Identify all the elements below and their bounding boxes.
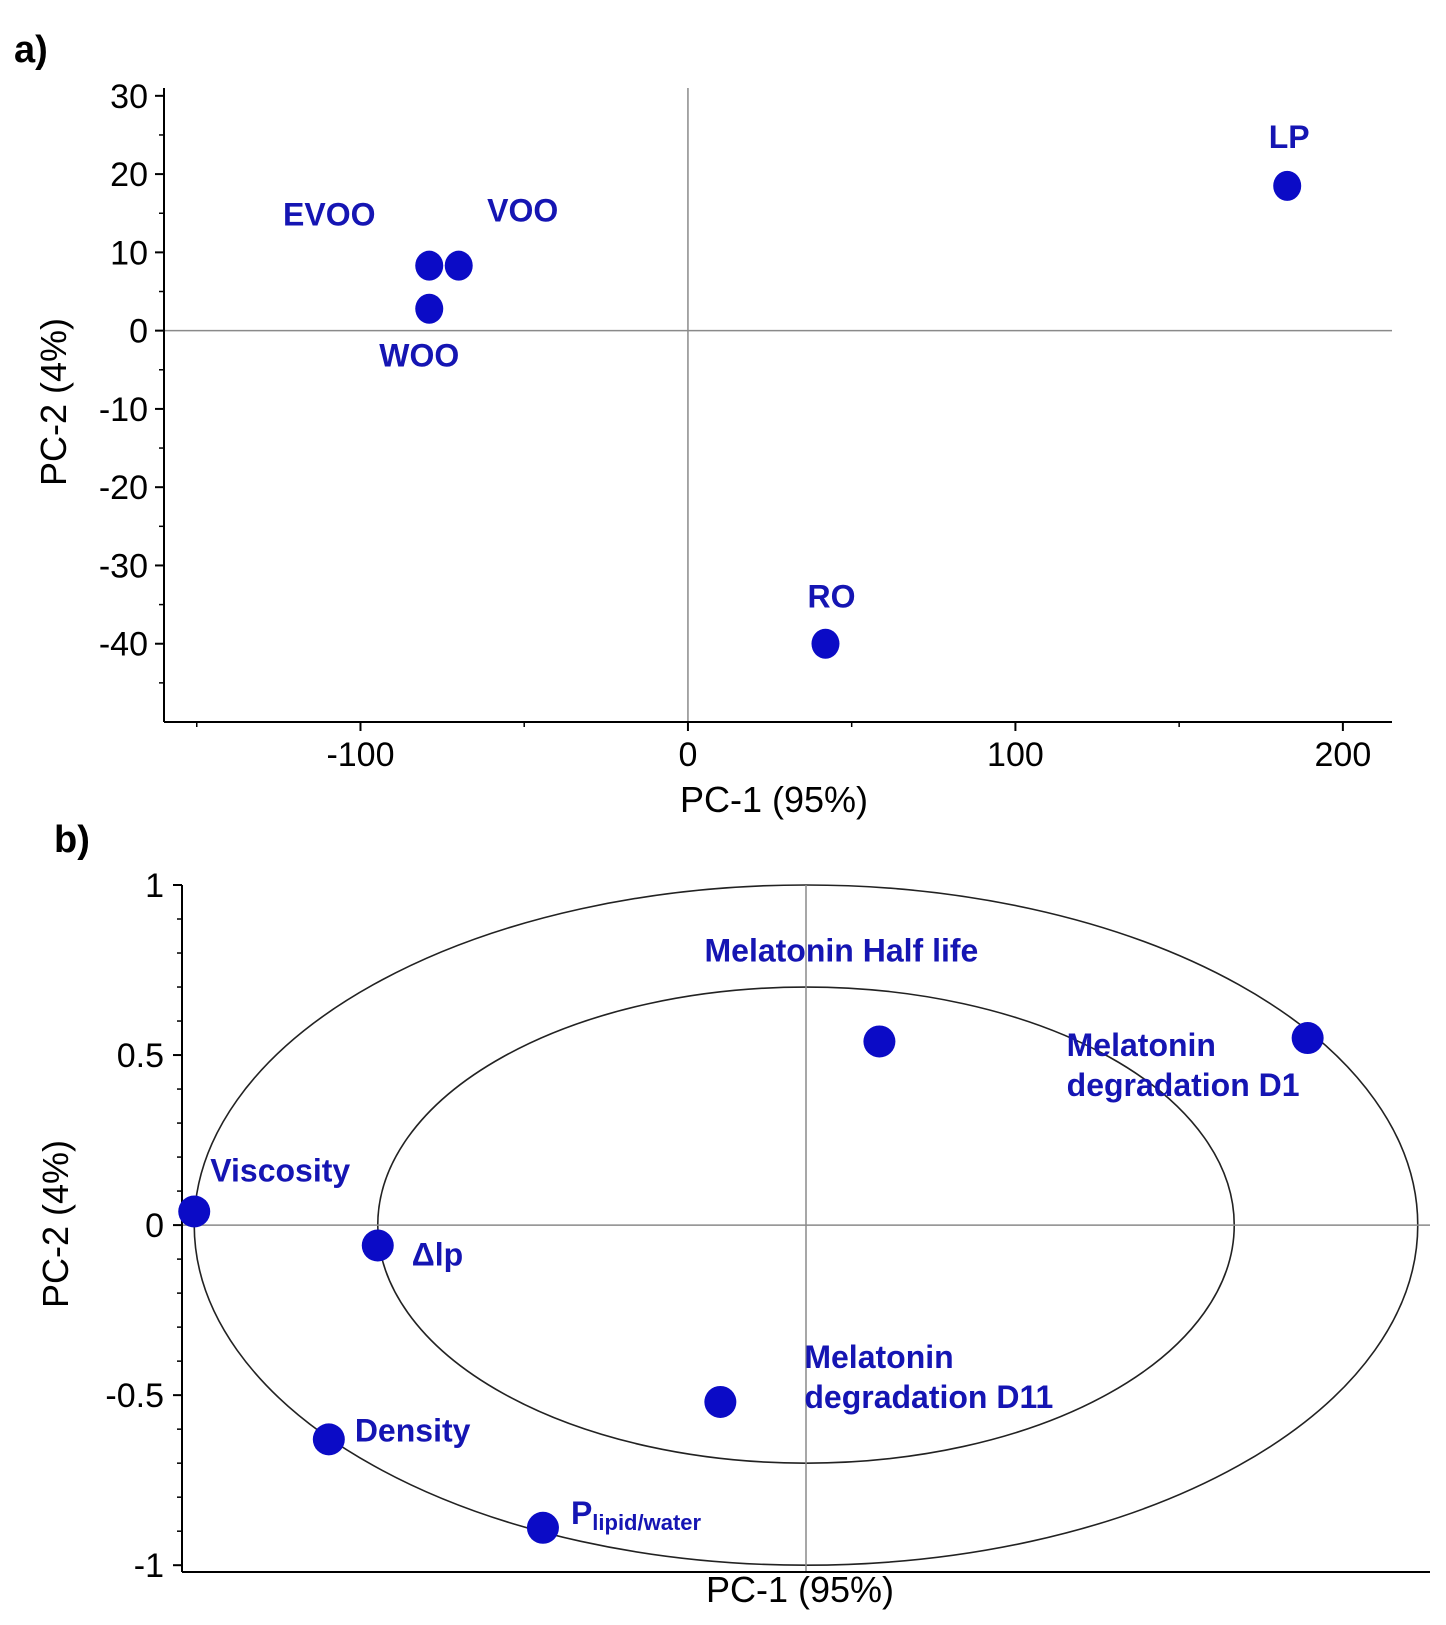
data-label-line: Melatonin Half life xyxy=(705,932,979,968)
data-point-viscosity xyxy=(178,1195,211,1228)
data-label-line: Viscosity xyxy=(210,1152,350,1188)
data-point-plipid-water xyxy=(526,1511,559,1544)
data-label-density: Density xyxy=(355,1412,471,1448)
panel-a-x-axis-title: PC-1 (95%) xyxy=(680,779,868,820)
panel-a-label: a) xyxy=(14,29,48,71)
panel-b-y-tick-label: 1 xyxy=(145,867,164,905)
panel-a-y-tick-label: -40 xyxy=(99,626,148,664)
data-label-woo: WOO xyxy=(379,338,459,374)
panel-b-y-tick-label: -1 xyxy=(134,1547,164,1585)
panel-b-y-tick-label: -0.5 xyxy=(105,1377,164,1415)
data-point-woo xyxy=(415,293,444,324)
data-label-line: Density xyxy=(355,1412,471,1448)
panel-a-y-axis-title: PC-2 (4%) xyxy=(33,318,74,486)
panel-a-y-tick-label: -20 xyxy=(99,469,148,507)
panel-a-y-tick-label: 30 xyxy=(110,78,148,116)
data-label-melatonin-degradation-d1: Melatonin degradation D1 xyxy=(1067,1027,1300,1103)
data-label-line: degradation D1 xyxy=(1067,1067,1300,1103)
data-label-ro: RO xyxy=(807,579,855,615)
panel-b-label: b) xyxy=(54,819,90,861)
panel-b-y-tick-label: 0 xyxy=(145,1207,164,1245)
p-label-subscript: lipid/water xyxy=(592,1510,701,1535)
panel-a-y-tick-label: -30 xyxy=(99,547,148,585)
data-label-δlp: Δlp xyxy=(412,1237,463,1273)
panel-b-x-axis-title: PC-1 (95%) xyxy=(706,1569,894,1610)
panel-b-y-tick-label: 0.5 xyxy=(117,1037,164,1075)
panel-a-y-tick-label: 20 xyxy=(110,156,148,194)
data-label-line: degradation D11 xyxy=(804,1379,1053,1415)
p-label-main: P xyxy=(571,1495,592,1531)
data-label-line: Melatonin xyxy=(804,1339,953,1375)
data-point-density xyxy=(312,1423,345,1456)
data-label-melatonin-degradation-d11: Melatonin degradation D11 xyxy=(804,1339,1053,1415)
data-label-line: Δlp xyxy=(412,1237,463,1273)
data-label-evoo: EVOO xyxy=(283,197,375,233)
data-point-voo xyxy=(444,250,473,281)
data-label-viscosity: Viscosity xyxy=(210,1152,350,1188)
data-point-melatonin-half-life xyxy=(863,1025,896,1058)
data-point-ro xyxy=(811,628,840,659)
data-label-line: Melatonin xyxy=(1067,1027,1216,1063)
data-label-p-lipid-water: Plipid/water xyxy=(571,1495,702,1535)
data-point-δlp xyxy=(361,1229,394,1262)
panel-a-y-tick-label: 10 xyxy=(110,234,148,272)
panel-a-y-tick-label: -10 xyxy=(99,391,148,429)
panel-a-y-tick-label: 0 xyxy=(129,313,148,351)
panel-b-y-axis-title: PC-2 (4%) xyxy=(35,1140,76,1308)
data-label-lp: LP xyxy=(1269,119,1310,155)
panel-a-x-tick-label: 100 xyxy=(987,736,1044,774)
panel-a-x-tick-label: 200 xyxy=(1315,736,1372,774)
data-point-melatonin-degradation-d1 xyxy=(1291,1022,1324,1055)
data-point-lp xyxy=(1273,170,1302,201)
data-point-evoo xyxy=(415,250,444,281)
panel-b-chart: 1 0.5 0 -0.5 -1 Melatonin Half life Melatonin d… xyxy=(105,867,1430,1585)
data-label-melatonin-half-life: Melatonin Half life xyxy=(705,932,979,968)
data-point-melatonin-degradation-d11 xyxy=(704,1385,737,1418)
panel-a-x-tick-label: 0 xyxy=(678,736,697,774)
panel-a-x-tick-label: -100 xyxy=(326,736,394,774)
data-label-voo: VOO xyxy=(487,193,558,229)
